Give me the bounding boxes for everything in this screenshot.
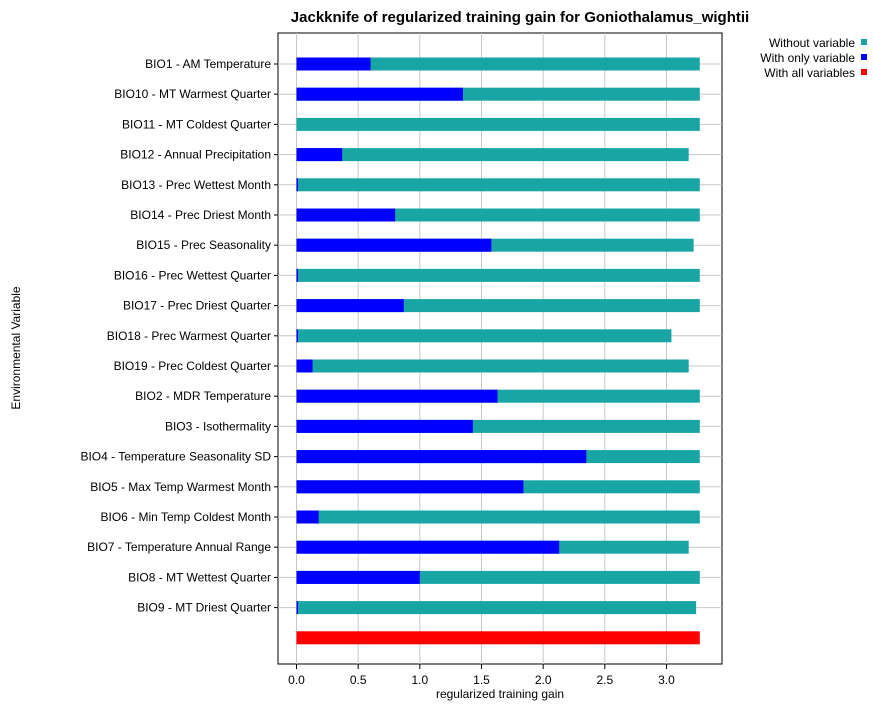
x-axis-label: regularized training gain — [436, 687, 564, 701]
category-label: BIO4 - Temperature Seasonality SD — [80, 450, 271, 464]
bar-without-variable — [296, 57, 700, 71]
bar-with-only-variable — [296, 601, 298, 615]
bars — [296, 57, 700, 645]
category-label: BIO12 - Annual Precipitation — [120, 148, 271, 162]
category-label: BIO1 - AM Temperature — [145, 57, 271, 71]
x-tick-label: 1.0 — [411, 673, 428, 687]
category-label: BIO7 - Temperature Annual Range — [87, 540, 271, 554]
bar-with-only-variable — [296, 268, 298, 282]
bar-without-variable — [296, 117, 700, 131]
bar-without-variable — [296, 208, 700, 222]
bar-with-only-variable — [296, 419, 473, 433]
category-label: BIO5 - Max Temp Warmest Month — [90, 480, 271, 494]
bar-without-variable — [296, 359, 689, 373]
bar-without-variable — [296, 148, 689, 162]
legend-swatch — [861, 54, 867, 60]
bar-with-only-variable — [296, 148, 343, 162]
category-label: BIO6 - Min Temp Coldest Month — [100, 510, 271, 524]
bar-with-only-variable — [296, 510, 319, 524]
category-label: BIO14 - Prec Driest Month — [130, 208, 271, 222]
x-tick-label: 2.5 — [596, 673, 613, 687]
bar-with-only-variable — [296, 389, 498, 403]
bar-with-only-variable — [296, 329, 298, 343]
bar-without-variable — [296, 329, 672, 343]
x-tick-label: 2.0 — [535, 673, 552, 687]
category-label: BIO16 - Prec Wettest Quarter — [114, 268, 271, 282]
bar-with-all-variables — [296, 631, 700, 645]
bar-without-variable — [296, 268, 700, 282]
bar-without-variable — [296, 510, 700, 524]
category-label: BIO3 - Isothermality — [165, 419, 271, 433]
bar-with-only-variable — [296, 238, 492, 252]
legend-label: With only variable — [760, 51, 855, 65]
legend-label: Without variable — [769, 36, 855, 50]
bar-with-only-variable — [296, 359, 313, 373]
bar-with-only-variable — [296, 480, 524, 494]
x-tick-label: 0.0 — [288, 673, 305, 687]
category-label: BIO10 - MT Warmest Quarter — [114, 87, 271, 101]
legend-swatch — [861, 39, 867, 45]
bar-with-only-variable — [296, 57, 371, 71]
bar-with-only-variable — [296, 87, 463, 101]
category-label: BIO18 - Prec Warmest Quarter — [107, 329, 271, 343]
category-label: BIO8 - MT Wettest Quarter — [128, 570, 271, 584]
bar-with-only-variable — [296, 208, 396, 222]
legend-label: With all variables — [764, 66, 855, 80]
bar-with-only-variable — [296, 178, 298, 192]
x-ticks: 0.0 0.5 1.0 1.5 2.0 2.5 3.0 — [274, 63, 675, 687]
category-label: BIO19 - Prec Coldest Quarter — [114, 359, 271, 373]
chart-title: Jackknife of regularized training gain f… — [291, 9, 749, 26]
category-label: BIO2 - MDR Temperature — [135, 389, 271, 403]
bar-with-only-variable — [296, 450, 587, 464]
bar-with-only-variable — [296, 570, 420, 584]
bar-without-variable — [296, 178, 700, 192]
x-tick-label: 1.5 — [473, 673, 490, 687]
category-label: BIO11 - MT Coldest Quarter — [122, 117, 271, 131]
category-label: BIO17 - Prec Driest Quarter — [123, 299, 271, 313]
bar-without-variable — [296, 601, 697, 615]
bar-with-only-variable — [296, 299, 404, 313]
category-label: BIO9 - MT Driest Quarter — [137, 601, 271, 615]
category-label: BIO13 - Prec Wettest Month — [121, 178, 271, 192]
y-axis-label: Environmental Variable — [9, 286, 23, 410]
x-tick-label: 0.5 — [350, 673, 367, 687]
legend-swatch — [861, 69, 867, 75]
category-label: BIO15 - Prec Seasonality — [136, 238, 271, 252]
bar-with-only-variable — [296, 540, 560, 554]
category-labels: BIO1 - AM Temperature BIO10 - MT Warmest … — [80, 57, 271, 615]
x-tick-label: 3.0 — [658, 673, 675, 687]
plot-frame — [277, 32, 723, 665]
